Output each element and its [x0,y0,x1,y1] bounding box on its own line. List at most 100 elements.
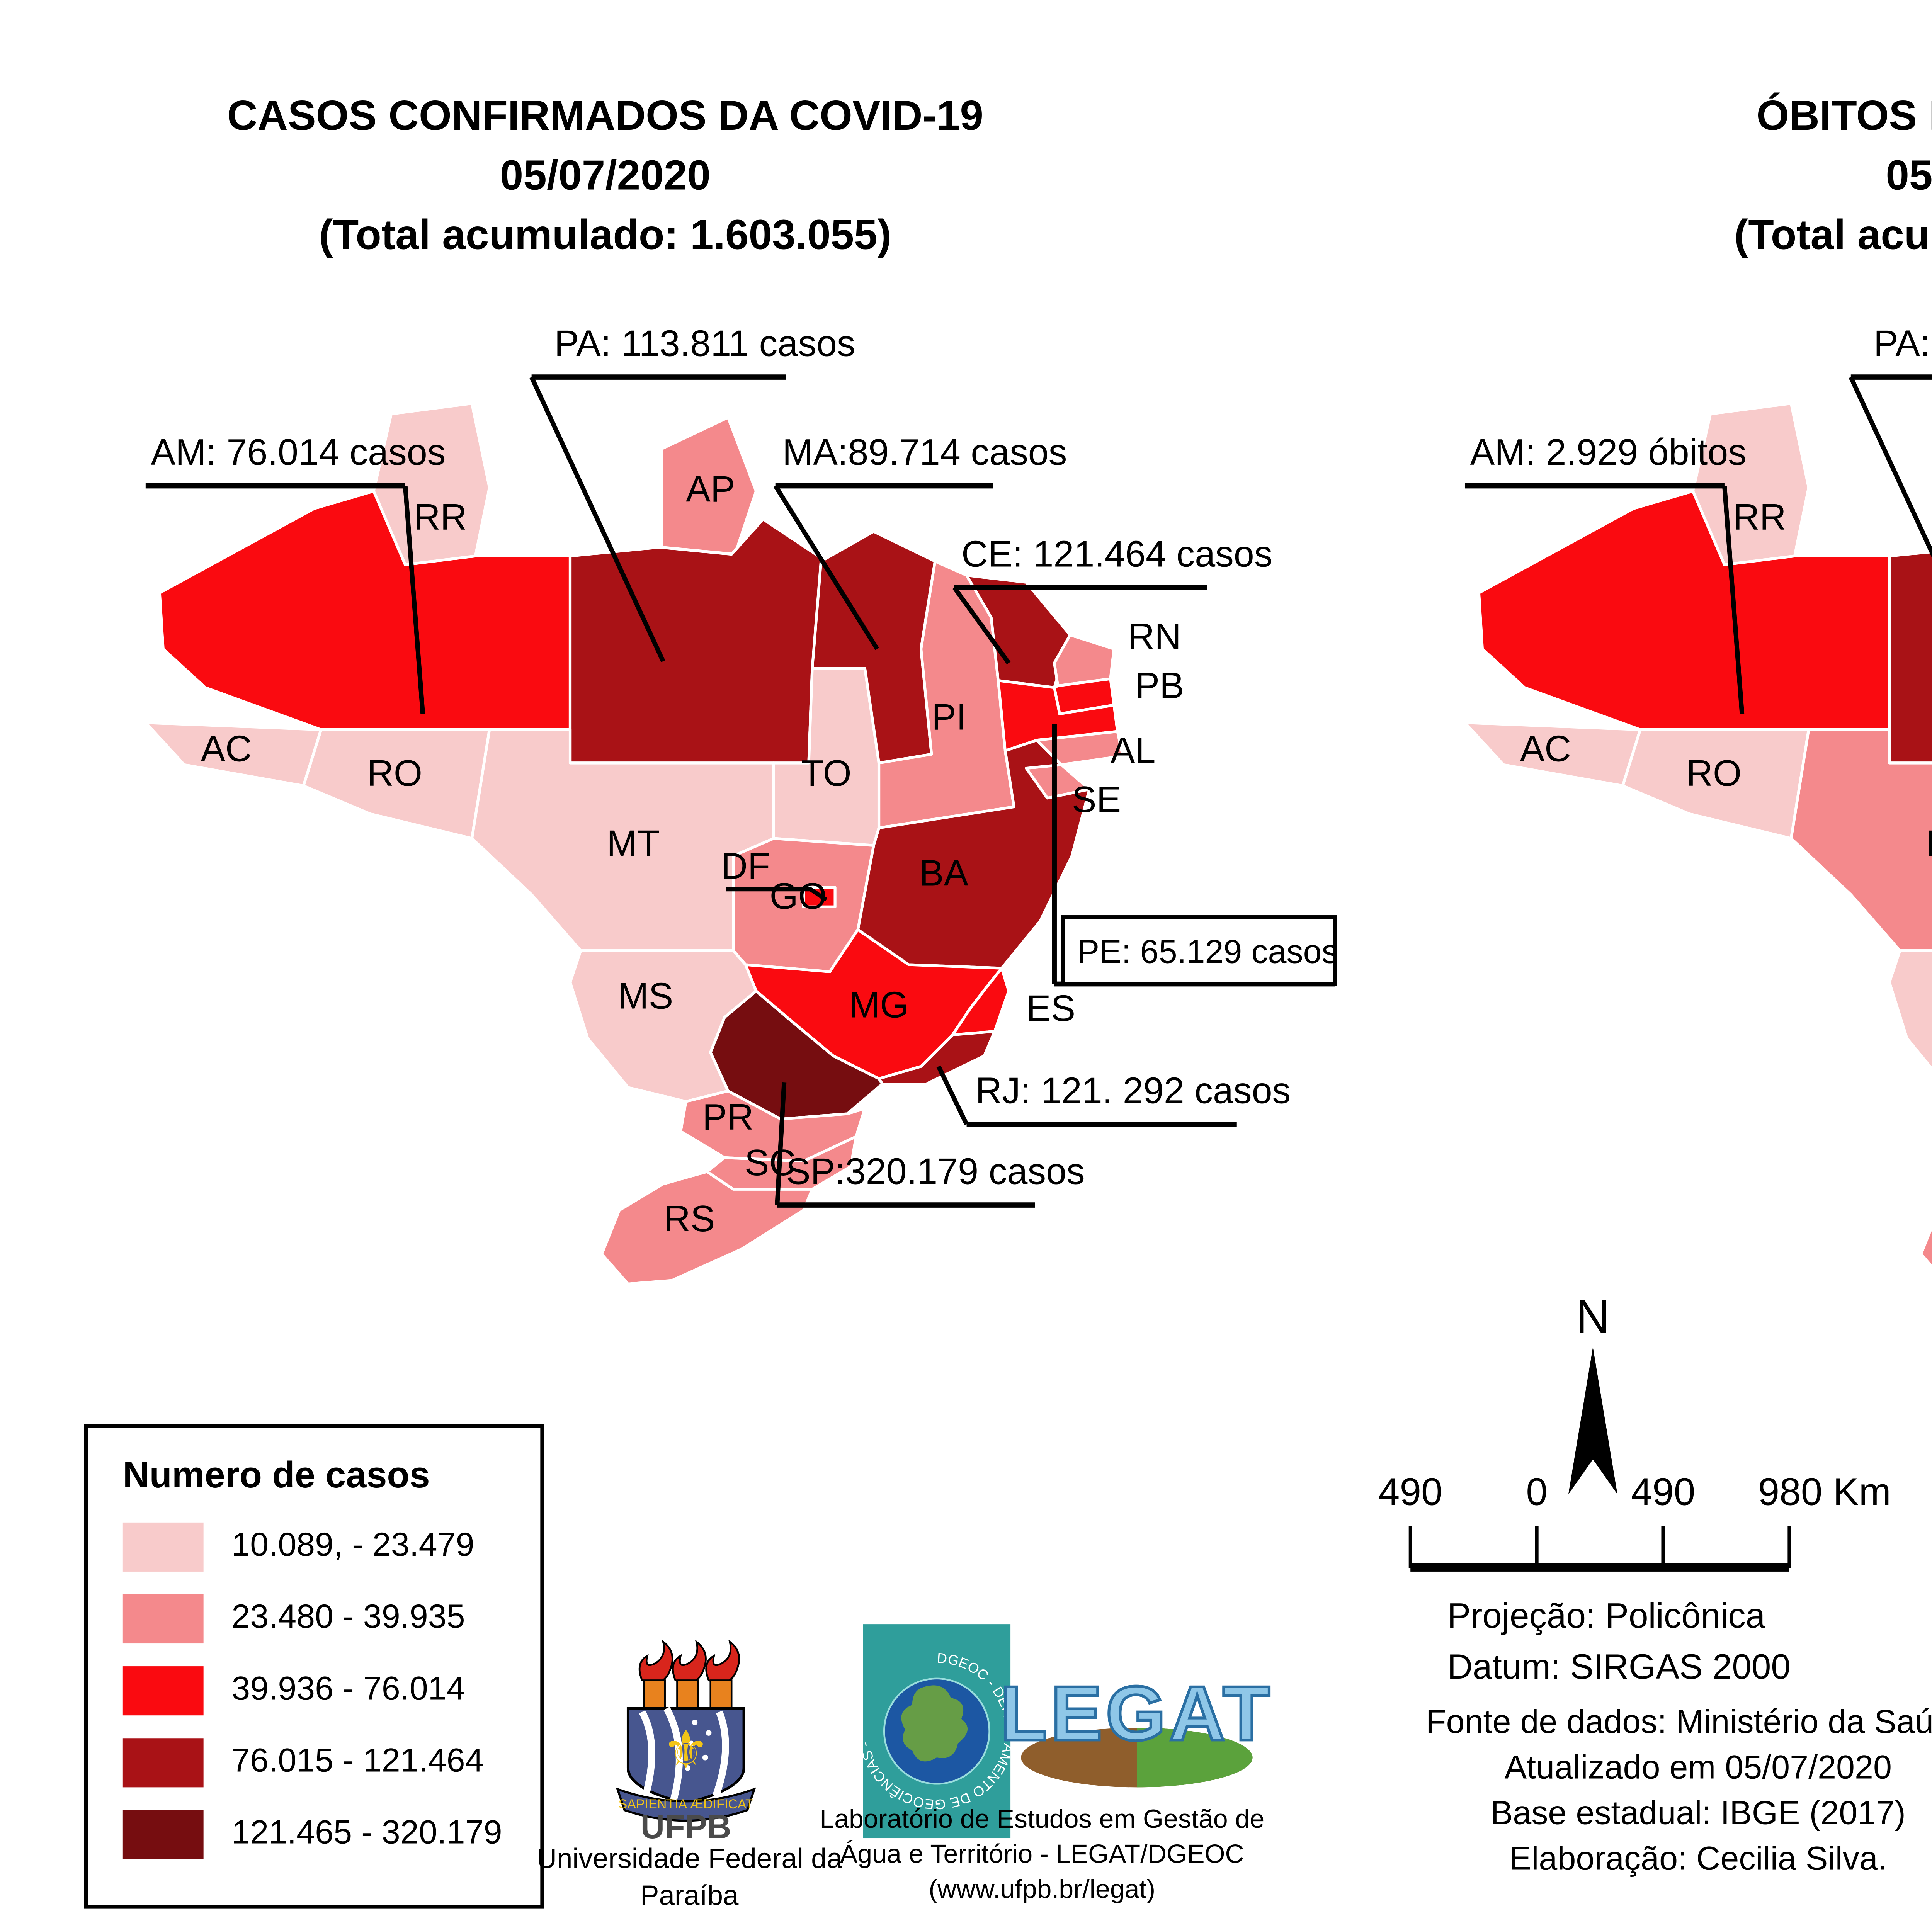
legat-wordmark: LEGAT [1000,1671,1273,1757]
map-deaths: RRAPACROMTTOPIDFGOBAMGMSESPRSCRSRNPBALSE… [1463,323,1932,1269]
state-label-SC: SC [745,1142,796,1183]
north-label: N [1576,1290,1610,1343]
state-label-PR: PR [702,1097,753,1138]
legat-caption: Laboratório de Estudos em Gestão de Água… [820,1805,1265,1905]
source-line: Elaboração: Cecilia Silva. [1509,1842,1887,1879]
callout-AM-leader-line [403,486,425,714]
callout-PA: PA: 5.096 óbitos [1874,323,1932,364]
state-RO [1621,728,1810,840]
state-label-RN: RN [1128,616,1181,657]
state-PA [1888,550,1932,765]
state-label-AL: AL [1111,730,1156,771]
state-MT [1789,728,1932,952]
legend-label: 76.015 - 121.464 [231,1743,484,1781]
source-block: Fonte de dados: Ministério da Saúde Atua… [1347,1701,1932,1884]
legat-logo: LEGAT [999,1669,1271,1788]
projection-text: Projeção: Policônica [1447,1598,1765,1637]
source-line: Atualizado em 05/07/2020 [1504,1750,1892,1788]
state-label-MT: MT [607,823,660,864]
state-label-AC: AC [201,728,252,769]
callout-PE: PE: 65.129 casos [1077,933,1338,970]
state-label-PI: PI [932,697,966,738]
state-label-AP: AP [686,469,735,510]
callout-MA: MA:89.714 casos [782,432,1067,473]
legat-grass-icon [1136,1727,1253,1788]
title-cases-line2: 05/07/2020 [500,152,711,200]
state-label-TO: TO [801,753,852,794]
ufpb-banner-icon: SAPIENTIA ÆDIFICAT [616,1787,756,1822]
title-deaths: ÓBITOS POR COVID-19 05/07/2020 (Total ac… [1474,88,1932,267]
state-RJ [877,1030,996,1086]
legend-cases-title: Numero de casos [122,1456,430,1496]
state-MS [1888,949,1932,1071]
legend-swatch [122,1810,204,1859]
state-label-SE: SE [1072,779,1121,820]
state-label-PB: PB [1135,665,1184,706]
title-deaths-line2: 05/07/2020 [1886,152,1932,200]
state-PR [679,1089,866,1163]
state-MS [568,949,758,1103]
state-label-MT: MT [1926,823,1932,864]
legend-label: 10.089, - 23.479 [231,1528,474,1565]
ufpb-motto: SAPIENTIA ÆDIFICAT [618,1797,753,1812]
ufpb-torches-icon [638,1639,740,1710]
source-line: Fonte de dados: Ministério da Saúde [1425,1705,1932,1742]
ufpb-caption: Universidade Federal da Paraíba [536,1845,842,1912]
legend-label: 23.480 - 39.935 [231,1599,465,1637]
legend-item: 10.089, - 23.479 [122,1522,505,1572]
title-cases-line1: CASOS CONFIRMADOS DA COVID-19 [227,93,984,141]
legend-label: 39.936 - 76.014 [231,1671,465,1709]
ufpb-acronym: UFPB [641,1808,731,1846]
state-label-AC: AC [1520,728,1571,769]
ufpb-shield-icon: ⚜ [626,1706,745,1805]
state-label-DF: DF [721,846,770,887]
state-label-RS: RS [664,1198,715,1239]
callout-AM: AM: 76.014 casos [151,432,446,473]
scale-label: 490 [1631,1470,1696,1513]
legend-item: 121.465 - 320.179 [122,1810,505,1859]
legend-swatch [122,1594,204,1644]
ufpb-logo: ⚜ SAPIENTIA ÆDIFICAT UFPB [616,1639,756,1846]
callout-PA-leader-line [529,376,665,663]
legend-item: 76.015 - 121.464 [122,1738,505,1788]
callout-SP-leader-line [775,1082,787,1205]
callout-AM-leader-line [1722,486,1745,714]
legend-label: 121.465 - 320.179 [231,1815,502,1852]
legend-item: 39.936 - 76.014 [122,1666,505,1716]
title-cases-line3: (Total acumulado: 1.603.055) [319,212,892,260]
state-AM [1477,489,1891,731]
scale-bar: 490 0 490 980 Km [1378,1470,1891,1572]
state-label-MG: MG [849,984,909,1025]
legend-swatch [122,1522,204,1572]
state-label-ES: ES [1026,988,1075,1029]
scale-bar-line [1410,1563,1789,1572]
state-label-RR: RR [1733,497,1786,538]
legend-swatch [122,1666,204,1716]
scale-label: 0 [1526,1470,1548,1513]
state-label-BA: BA [919,853,969,894]
projection-block: Projeção: Policônica Datum: SIRGAS 2000 [1447,1592,1932,1694]
state-label-RR: RR [414,497,467,538]
callout-RJ: RJ: 121. 292 casos [975,1071,1291,1111]
callout-CE: CE: 121.464 casos [961,534,1273,574]
legend-cases-items: 10.089, - 23.479 23.480 - 39.935 39.936 - … [122,1522,505,1859]
state-AM [158,489,572,731]
north-arrow: N [1568,1290,1617,1495]
state-AP [660,416,758,556]
title-cases: CASOS CONFIRMADOS DA COVID-19 05/07/2020… [97,88,1114,267]
callout-PA: PA: 113.811 casos [554,323,855,364]
df-leader-line [726,887,828,902]
state-label-MS: MS [618,976,673,1017]
globe-continents [901,1685,968,1762]
state-RS [1919,1222,1932,1269]
scale-label: 980 Km [1758,1470,1891,1513]
datum-text: Datum: SIRGAS 2000 [1447,1648,1791,1688]
callout-PA-leader-line [1849,376,1932,558]
state-RS [600,1170,814,1285]
state-label-RO: RO [367,753,422,794]
callout-SP: SP:320.179 casos [786,1151,1085,1192]
title-deaths-line1: ÓBITOS POR COVID-19 [1756,93,1932,141]
callout-MA-leader-line [773,484,879,650]
